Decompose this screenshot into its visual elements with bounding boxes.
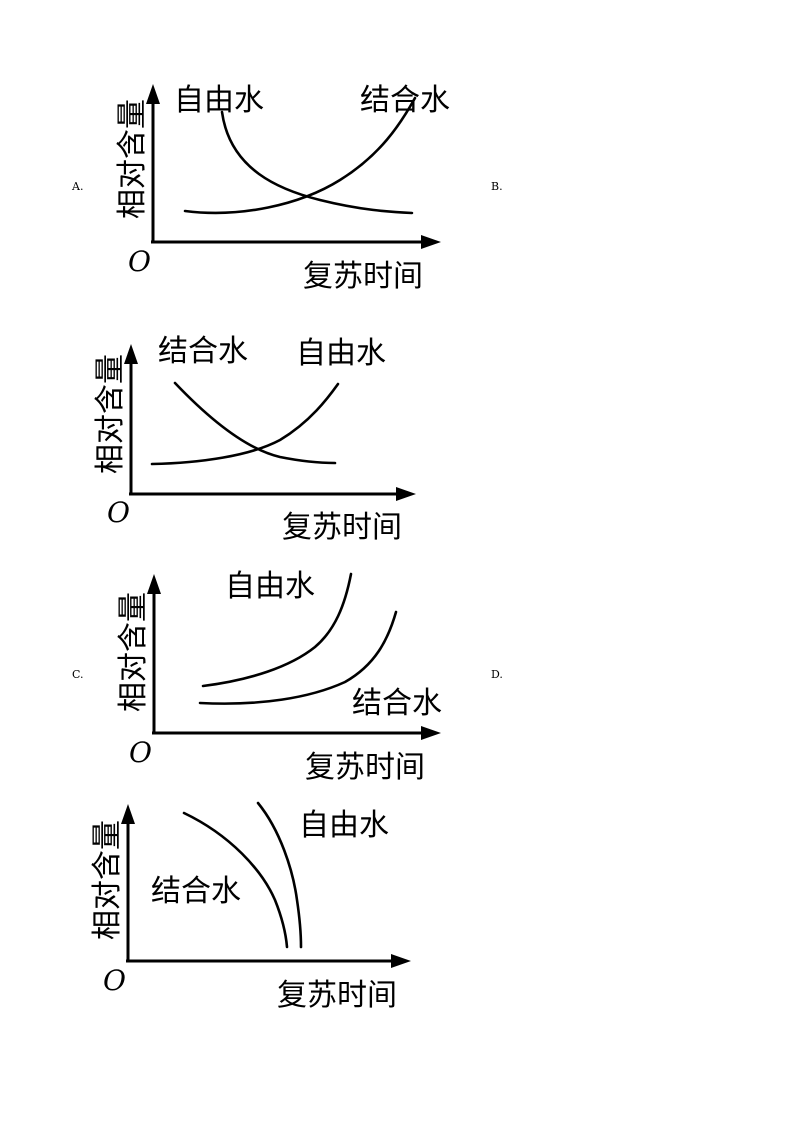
origin-label: O — [129, 736, 152, 769]
x-axis-arrow — [396, 487, 416, 501]
y-axis-label: 相对含量 — [90, 820, 125, 940]
option-a-label: A. — [71, 180, 83, 193]
y-axis-arrow — [121, 804, 135, 824]
y-axis-label: 相对含量 — [93, 354, 128, 474]
y-axis-arrow — [146, 84, 160, 104]
option-b-label: B. — [491, 180, 503, 193]
free-water-label: 自由水 — [296, 336, 386, 371]
graph-c: O 复苏时间 相对含量 自由水 结合水 — [116, 569, 442, 785]
origin-label: O — [128, 245, 151, 278]
y-axis-label: 相对含量 — [115, 99, 150, 219]
free-water-curve — [201, 572, 353, 688]
bound-water-curve — [173, 381, 337, 465]
free-water-curve — [150, 382, 340, 466]
x-axis-arrow — [391, 954, 411, 968]
y-axis-label: 相对含量 — [116, 592, 151, 712]
x-axis-label: 复苏时间 — [282, 510, 402, 545]
free-water-label: 自由水 — [174, 83, 264, 118]
free-water-curve — [256, 801, 303, 949]
x-axis-label: 复苏时间 — [303, 259, 423, 294]
x-axis-arrow — [421, 726, 441, 740]
bound-water-label: 结合水 — [360, 83, 450, 118]
graph-d: O 复苏时间 相对含量 自由水 结合水 — [90, 801, 411, 1013]
x-axis-label: 复苏时间 — [277, 978, 397, 1013]
bound-water-label: 结合水 — [151, 874, 241, 909]
graph-a: O 复苏时间 相对含量 自由水 结合水 — [115, 83, 450, 294]
graph-b: O 复苏时间 相对含量 结合水 自由水 — [93, 334, 416, 545]
y-axis-arrow — [124, 344, 138, 364]
origin-label: O — [107, 496, 130, 529]
x-axis-arrow — [421, 235, 441, 249]
bound-water-label: 结合水 — [352, 686, 442, 721]
bound-water-label: 结合水 — [158, 334, 248, 369]
origin-label: O — [103, 964, 126, 997]
option-c-label: C. — [72, 668, 84, 681]
option-d-label: D. — [491, 668, 503, 681]
free-water-curve — [220, 110, 414, 215]
bound-water-curve — [183, 96, 417, 215]
x-axis-label: 复苏时间 — [305, 750, 425, 785]
y-axis-arrow — [147, 574, 161, 594]
free-water-label: 自由水 — [225, 569, 315, 604]
free-water-label: 自由水 — [299, 808, 389, 843]
bound-water-curve — [198, 610, 398, 705]
bound-water-curve — [182, 811, 289, 949]
